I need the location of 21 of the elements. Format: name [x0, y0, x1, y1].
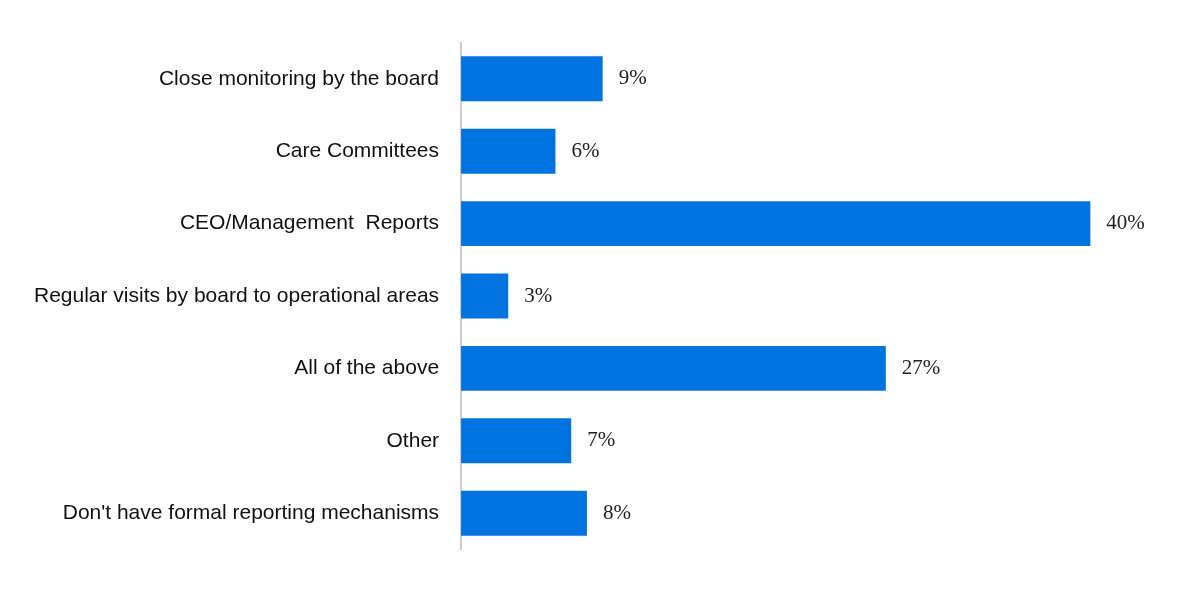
y-tick-label: Care Committees	[275, 138, 440, 161]
data-label: 40%	[1106, 210, 1145, 235]
y-tick-label: Other	[386, 427, 440, 451]
y-tick-label: CEO/Management Reports	[179, 210, 440, 234]
y-tick-label: All of the above	[294, 355, 440, 379]
data-label: 27%	[901, 354, 941, 379]
bar	[461, 490, 587, 536]
data-label: 3%	[524, 282, 553, 307]
bar	[461, 273, 509, 319]
data-label: 8%	[602, 499, 631, 524]
bar	[461, 345, 886, 391]
data-label: 7%	[587, 427, 616, 452]
bar	[461, 56, 603, 102]
y-tick-label: Don't have formal reporting mechanisms	[62, 500, 440, 523]
bar	[461, 418, 572, 464]
bar	[461, 128, 556, 174]
y-tick-label: Regular visits by board to operational areas	[34, 282, 440, 306]
y-tick-label: Close monitoring by the board	[158, 65, 440, 89]
data-label: 6%	[571, 137, 600, 162]
data-label: 9%	[618, 65, 647, 90]
bar	[461, 201, 1091, 247]
